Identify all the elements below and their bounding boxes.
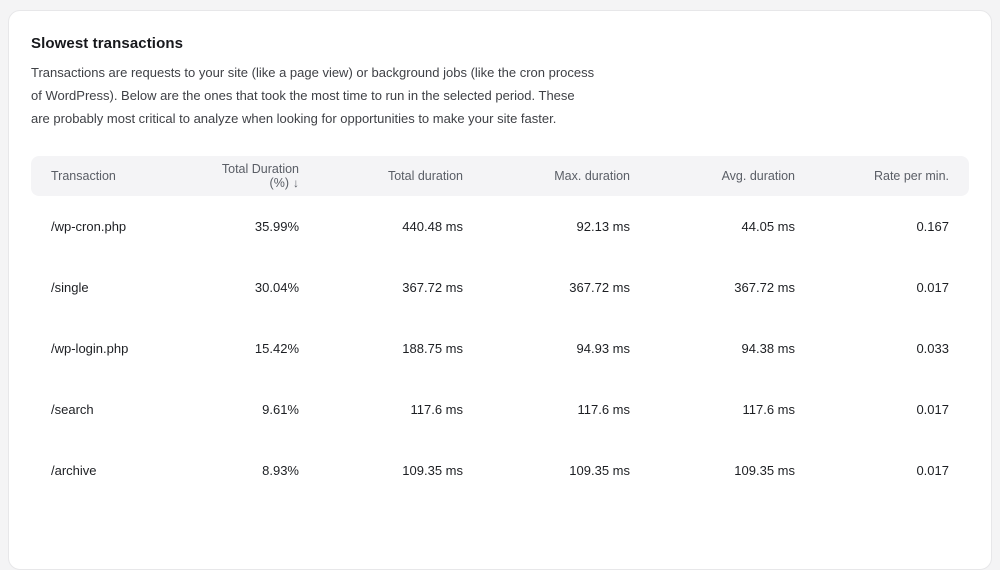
cell-transaction: /single xyxy=(51,280,89,295)
panel-description: Transactions are requests to your site (… xyxy=(31,65,595,126)
cell-max-duration: 94.93 ms xyxy=(576,341,630,356)
cell-total-duration: 188.75 ms xyxy=(402,341,463,356)
cell-total-duration: 109.35 ms xyxy=(402,463,463,478)
cell-rate-per-min: 0.167 xyxy=(916,219,949,234)
column-header-avg-duration[interactable]: Avg. duration xyxy=(721,169,795,183)
cell-avg-duration: 117.6 ms xyxy=(742,402,795,417)
column-header-total-duration-pct[interactable]: Total Duration (%) ↓ xyxy=(221,162,299,190)
table-row: /search 9.61% 117.6 ms 117.6 ms 117.6 ms… xyxy=(31,379,969,440)
cell-transaction: /wp-cron.php xyxy=(51,219,127,234)
cell-total-duration-pct: 8.93% xyxy=(262,463,299,478)
column-header-transaction[interactable]: Transaction xyxy=(51,169,116,183)
cell-rate-per-min: 0.033 xyxy=(916,341,949,356)
table-row: /single 30.04% 367.72 ms 367.72 ms 367.7… xyxy=(31,257,969,318)
cell-max-duration: 109.35 ms xyxy=(569,463,630,478)
column-header-total-duration[interactable]: Total duration xyxy=(387,169,463,183)
table-row: /wp-login.php 15.42% 188.75 ms 94.93 ms … xyxy=(31,318,969,379)
cell-max-duration: 117.6 ms xyxy=(577,402,630,417)
cell-avg-duration: 367.72 ms xyxy=(734,280,795,295)
cell-max-duration: 92.13 ms xyxy=(576,219,630,234)
cell-total-duration: 117.6 ms xyxy=(410,402,463,417)
cell-rate-per-min: 0.017 xyxy=(916,402,949,417)
column-header-rate-per-min[interactable]: Rate per min. xyxy=(873,169,949,183)
slowest-transactions-panel: Slowest transactions Transactions are re… xyxy=(8,10,992,570)
cell-total-duration-pct: 9.61% xyxy=(262,402,299,417)
cell-avg-duration: 44.05 ms xyxy=(741,219,795,234)
panel-title: Slowest transactions xyxy=(31,35,184,52)
sort-desc-icon: ↓ xyxy=(293,176,299,190)
table-row: /wp-cron.php 35.99% 440.48 ms 92.13 ms 4… xyxy=(31,196,969,257)
transactions-table: Transaction Total Duration (%) ↓ Total du… xyxy=(31,156,969,501)
cell-total-duration-pct: 30.04% xyxy=(254,280,299,295)
cell-max-duration: 367.72 ms xyxy=(569,280,630,295)
cell-avg-duration: 94.38 ms xyxy=(741,341,795,356)
cell-avg-duration: 109.35 ms xyxy=(734,463,795,478)
cell-total-duration-pct: 35.99% xyxy=(254,219,299,234)
column-header-max-duration[interactable]: Max. duration xyxy=(554,169,630,183)
cell-total-duration: 367.72 ms xyxy=(402,280,463,295)
cell-total-duration: 440.48 ms xyxy=(402,219,463,234)
cell-rate-per-min: 0.017 xyxy=(916,280,949,295)
cell-transaction: /search xyxy=(51,402,94,417)
table-header-row: Transaction Total Duration (%) ↓ Total du… xyxy=(31,156,969,196)
cell-transaction: /archive xyxy=(51,463,97,478)
cell-transaction: /wp-login.php xyxy=(51,341,129,356)
cell-total-duration-pct: 15.42% xyxy=(254,341,299,356)
cell-rate-per-min: 0.017 xyxy=(916,463,949,478)
table-row: /archive 8.93% 109.35 ms 109.35 ms 109.3… xyxy=(31,440,969,501)
